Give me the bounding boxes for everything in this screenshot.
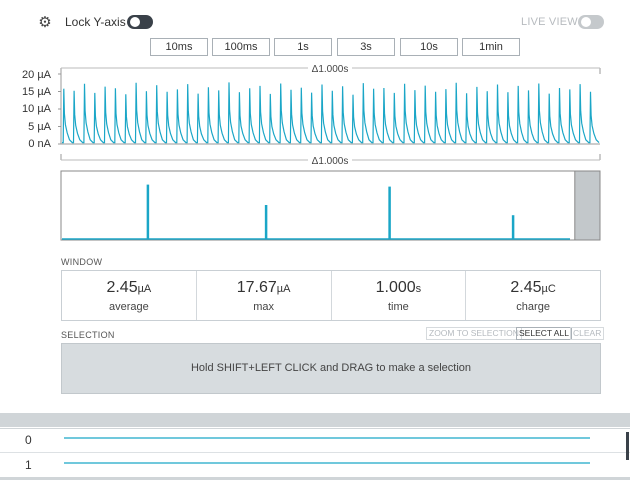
max-stat: 17.67µA max: [197, 271, 332, 320]
gear-icon[interactable]: ⚙: [38, 14, 52, 31]
time-window-1min-button[interactable]: 1min: [462, 38, 520, 56]
channel-separator: [0, 452, 630, 453]
selection-section-label: SELECTION: [61, 330, 115, 340]
toggle-knob: [130, 17, 140, 27]
panel-divider[interactable]: [0, 413, 630, 427]
channel-number: 0: [25, 433, 32, 447]
charge-unit: µC: [541, 283, 556, 295]
average-value: 2.45: [106, 279, 138, 296]
charge-label: charge: [516, 301, 550, 313]
overview-spikes: [146, 184, 515, 239]
time-unit: s: [415, 283, 422, 295]
zoom-to-selection-button[interactable]: ZOOM TO SELECTION: [426, 327, 522, 340]
max-label: max: [253, 301, 275, 313]
stat-value: 1.000s: [332, 279, 466, 297]
clear-selection-button[interactable]: CLEAR: [570, 327, 605, 340]
bottom-delta-label: Δ1.000s: [312, 156, 349, 167]
selection-buttons: ZOOM TO SELECTION SELECT ALL CLEAR: [426, 327, 605, 340]
y-tick-label: 15 µA: [22, 86, 52, 98]
toggle-knob: [581, 17, 591, 27]
max-value: 17.67: [236, 279, 277, 296]
live-view-label: LIVE VIEW: [521, 16, 578, 28]
y-axis-ticks: [58, 73, 61, 145]
current-trace: [62, 82, 600, 144]
current-chart[interactable]: Δ1.000s 20 µA 15 µA 10 µA 5 µA 0 nA Δ1.0…: [0, 0, 630, 250]
average-label: average: [108, 301, 149, 313]
overview-window-handle[interactable]: [574, 170, 601, 241]
stat-value: 2.45µA: [62, 279, 196, 297]
charge-value: 2.45: [510, 279, 542, 296]
stat-value: 17.67µA: [197, 279, 331, 297]
time-label: time: [387, 301, 409, 313]
time-value: 1.000: [375, 279, 416, 296]
stat-value: 2.45µC: [466, 279, 600, 297]
channel-row[interactable]: 1: [0, 454, 630, 476]
overview-chart-frame[interactable]: [60, 170, 601, 241]
selection-area[interactable]: Hold SHIFT+LEFT CLICK and DRAG to make a…: [61, 343, 601, 394]
charge-stat: 2.45µC charge: [466, 271, 600, 320]
lock-y-axis-label: Lock Y-axis: [65, 15, 126, 29]
time-window-10s-button[interactable]: 10s: [400, 38, 458, 56]
y-tick-label: 0 nA: [28, 138, 51, 150]
channel-number: 1: [25, 458, 32, 472]
select-all-button[interactable]: SELECT ALL: [516, 327, 572, 340]
y-tick-label: 10 µA: [22, 103, 52, 115]
time-stat: 1.000s time: [332, 271, 467, 320]
time-window-100ms-button[interactable]: 100ms: [212, 38, 270, 56]
average-unit: µA: [137, 283, 152, 295]
y-tick-label: 20 µA: [22, 69, 52, 81]
toolbar: ⚙ Lock Y-axis LIVE VIEW 10ms 100ms 1s 3s…: [0, 0, 630, 60]
window-section-label: WINDOW: [61, 257, 103, 267]
average-stat: 2.45µA average: [62, 271, 197, 320]
y-tick-label: 5 µA: [28, 121, 52, 133]
time-window-10ms-button[interactable]: 10ms: [150, 38, 208, 56]
time-window-3s-button[interactable]: 3s: [337, 38, 395, 56]
lock-y-axis-toggle[interactable]: [127, 15, 153, 29]
live-view-toggle[interactable]: [578, 15, 604, 29]
max-unit: µA: [276, 283, 291, 295]
time-window-1s-button[interactable]: 1s: [274, 38, 332, 56]
top-delta-label: Δ1.000s: [312, 64, 349, 75]
window-stats-panel: 2.45µA average 17.67µA max 1.000s time 2…: [61, 270, 601, 321]
channel-row[interactable]: 0: [0, 429, 630, 451]
